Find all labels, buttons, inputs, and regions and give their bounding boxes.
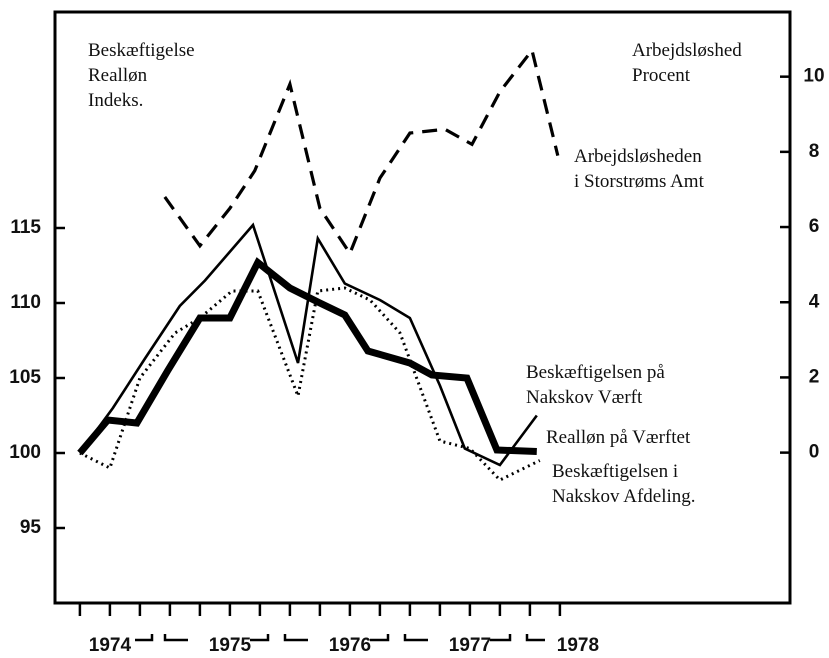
y2-tick-label: 10 <box>803 66 824 87</box>
y2-axis-label: Arbejdsløshed <box>632 40 742 61</box>
y2-tick-label: 4 <box>809 291 820 312</box>
y2-axis-label: Procent <box>632 65 691 86</box>
series-line <box>78 222 538 467</box>
x-year-label: 1976 <box>329 635 371 656</box>
y2-tick-label: 0 <box>809 442 820 463</box>
y2-tick-label: 2 <box>809 366 820 387</box>
y-tick-label: 105 <box>9 367 41 388</box>
series-label: Realløn på Værftet <box>546 427 691 448</box>
y-tick-label: 110 <box>10 292 41 313</box>
y-axis-label: Indeks. <box>88 90 143 111</box>
y-tick-label: 100 <box>9 442 41 463</box>
y-tick-label: 95 <box>20 517 42 538</box>
series-label: Nakskov Værft <box>526 387 643 408</box>
x-year-label: 1977 <box>449 635 491 656</box>
y2-tick-label: 8 <box>809 141 820 162</box>
y2-tick-label: 6 <box>809 216 820 237</box>
y-tick-label: 115 <box>10 217 41 238</box>
series-label: Nakskov Afdeling. <box>552 486 696 507</box>
series-label: Beskæftigelsen på <box>526 362 665 383</box>
plot-frame <box>53 10 792 605</box>
series-line <box>77 257 537 456</box>
series-label: Beskæftigelsen i <box>552 461 678 482</box>
x-year-label: 1975 <box>209 635 252 656</box>
x-year-label: 1978 <box>557 635 599 656</box>
x-year-label: 1974 <box>89 635 132 656</box>
series-line <box>163 46 560 257</box>
series-line <box>79 286 541 482</box>
series-label: Arbejdsløsheden <box>574 146 702 167</box>
y-axis-label: Realløn <box>88 65 148 86</box>
y-axis-label: Beskæftigelse <box>88 40 195 61</box>
year-brackets <box>135 634 545 642</box>
series-label: i Storstrøms Amt <box>574 171 705 192</box>
